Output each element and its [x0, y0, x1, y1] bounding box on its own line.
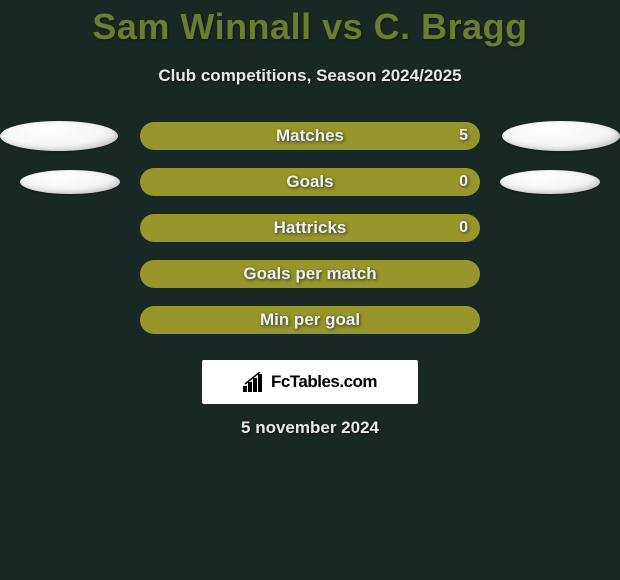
stat-row-min-per-goal: Min per goal [0, 306, 620, 334]
logo-inner: FcTables.com [243, 372, 377, 392]
stat-bar: Hattricks 0 [140, 214, 480, 242]
stat-value: 0 [459, 219, 468, 237]
page-subtitle: Club competitions, Season 2024/2025 [158, 66, 461, 86]
logo-box[interactable]: FcTables.com [202, 360, 418, 404]
stat-bar: Min per goal [140, 306, 480, 334]
stat-label: Matches [276, 126, 344, 146]
ellipse-left [0, 121, 118, 151]
logo-text: FcTables.com [271, 372, 377, 392]
chart-icon [243, 372, 265, 392]
stat-label: Min per goal [260, 310, 360, 330]
stat-bar: Goals 0 [140, 168, 480, 196]
comparison-widget: Sam Winnall vs C. Bragg Club competition… [0, 0, 620, 438]
stat-label: Hattricks [274, 218, 347, 238]
stat-row-matches: Matches 5 [0, 122, 620, 150]
ellipse-right [500, 170, 600, 194]
date-text: 5 november 2024 [241, 418, 379, 438]
ellipse-right [502, 121, 620, 151]
stat-bar: Goals per match [140, 260, 480, 288]
stat-row-goals: Goals 0 [0, 168, 620, 196]
page-title: Sam Winnall vs C. Bragg [92, 6, 527, 48]
stat-bar: Matches 5 [140, 122, 480, 150]
ellipse-left [20, 170, 120, 194]
stat-label: Goals [286, 172, 333, 192]
stat-row-hattricks: Hattricks 0 [0, 214, 620, 242]
stat-value: 0 [459, 173, 468, 191]
stat-row-goals-per-match: Goals per match [0, 260, 620, 288]
stat-value: 5 [459, 127, 468, 145]
stat-label: Goals per match [243, 264, 376, 284]
